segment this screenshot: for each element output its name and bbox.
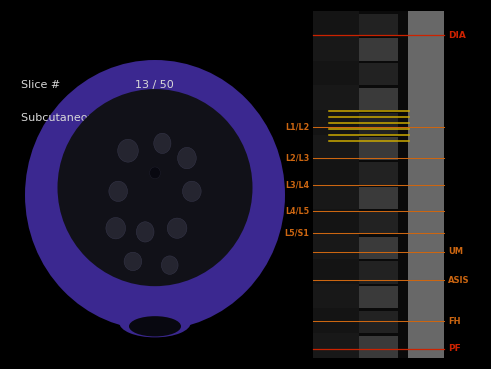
Text: Slice #: Slice # [21,80,60,90]
Bar [313,209,359,234]
Ellipse shape [162,256,178,274]
Bar [359,88,399,110]
Text: L3/L4: L3/L4 [285,181,309,190]
Ellipse shape [136,222,154,242]
Bar [359,63,399,85]
Ellipse shape [25,60,285,330]
Text: L1/L2: L1/L2 [285,123,309,132]
Text: 74.3 cm²: 74.3 cm² [135,113,185,123]
Text: FH: FH [448,317,460,325]
Bar [359,212,399,234]
Ellipse shape [119,308,191,337]
Bar [313,11,359,36]
Bar [359,38,399,61]
Ellipse shape [154,133,171,154]
Bar [313,333,359,358]
Ellipse shape [124,252,142,270]
Bar [313,110,359,135]
Ellipse shape [118,139,138,162]
Ellipse shape [109,181,128,201]
Bar [359,162,399,184]
Text: PF: PF [448,344,461,353]
Bar [359,14,399,36]
Text: L2/L3: L2/L3 [285,154,309,162]
Ellipse shape [167,218,187,238]
Bar [313,284,359,308]
Ellipse shape [106,217,126,239]
Ellipse shape [183,181,201,201]
Bar [408,11,444,358]
Text: 13 / 50: 13 / 50 [135,80,174,90]
Bar [359,311,399,333]
Bar [359,237,399,259]
Bar [313,11,444,358]
Text: DIA: DIA [448,31,465,39]
Ellipse shape [129,316,181,337]
Bar [359,113,399,135]
Ellipse shape [178,147,196,169]
Text: L4/L5: L4/L5 [285,207,309,215]
Bar [313,36,359,61]
Ellipse shape [57,89,252,286]
Bar [313,308,359,333]
Bar [359,187,399,209]
Bar [313,234,359,259]
Text: Subcutaneous fat area: Subcutaneous fat area [21,113,147,123]
Bar [359,286,399,308]
Bar [313,85,359,110]
Bar [313,61,359,85]
Bar [313,184,359,209]
Text: ASIS: ASIS [448,276,469,285]
Bar [313,160,359,184]
Bar [313,259,359,284]
Text: UM: UM [448,247,463,256]
Bar [313,135,359,160]
Text: L5/S1: L5/S1 [284,229,309,238]
Ellipse shape [150,167,161,179]
Bar [359,261,399,284]
Bar [359,336,399,358]
Bar [359,137,399,160]
